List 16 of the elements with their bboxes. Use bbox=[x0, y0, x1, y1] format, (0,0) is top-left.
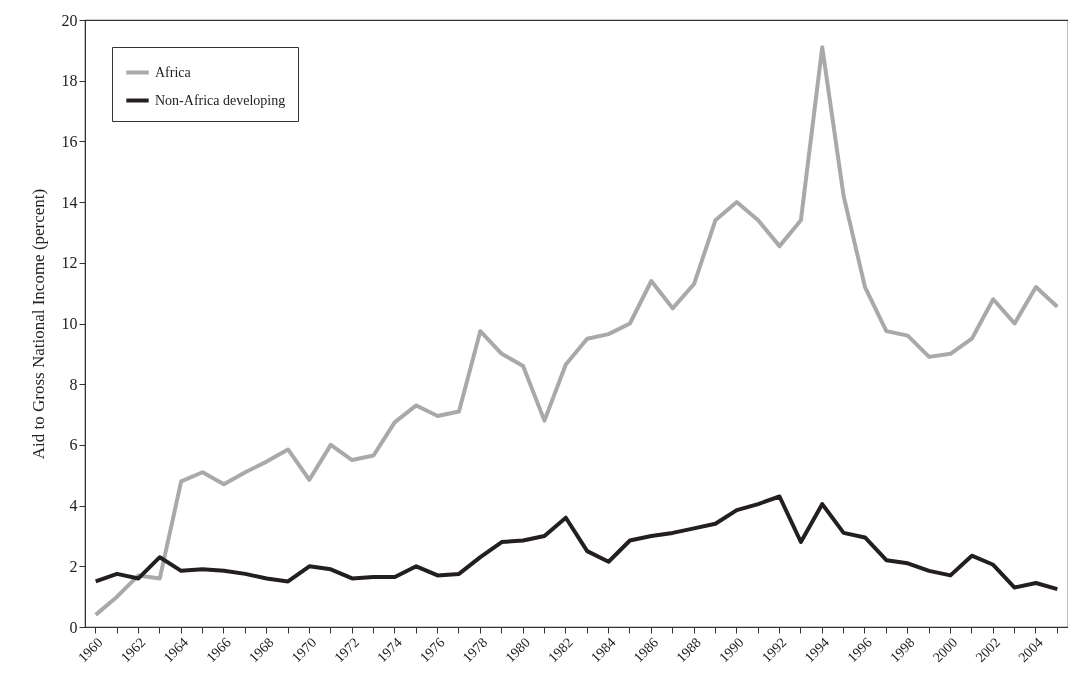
y-tick-label: 0 bbox=[69, 618, 78, 636]
y-axis-title: Aid to Gross National Income (percent) bbox=[28, 188, 48, 460]
y-tick-label: 12 bbox=[61, 254, 78, 272]
y-tick-label: 20 bbox=[61, 11, 78, 29]
line-series bbox=[93, 45, 1060, 617]
line-series bbox=[93, 494, 1060, 592]
legend-label: Non-Africa developing bbox=[155, 92, 286, 108]
y-tick-label: 8 bbox=[69, 375, 78, 393]
y-tick-label: 14 bbox=[61, 193, 78, 211]
y-tick-label: 18 bbox=[61, 72, 78, 90]
y-tick-label: 10 bbox=[61, 315, 78, 332]
y-tick-label: 6 bbox=[69, 436, 78, 454]
legend-label: Africa bbox=[155, 64, 192, 80]
y-tick-label: 16 bbox=[61, 132, 78, 150]
y-tick-label: 2 bbox=[69, 557, 78, 575]
y-tick-label: 4 bbox=[69, 497, 78, 515]
